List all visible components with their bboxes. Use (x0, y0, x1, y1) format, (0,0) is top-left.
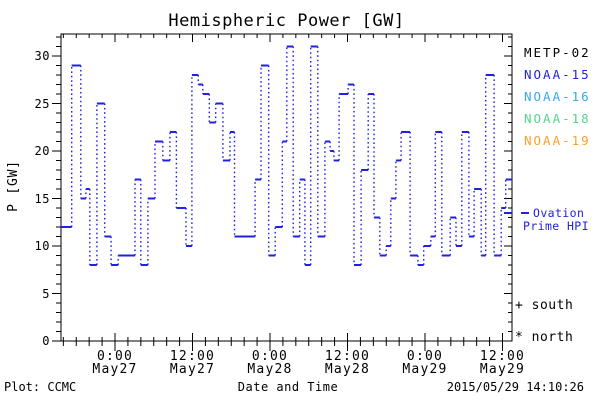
y-tick-label-30: 30 (34, 49, 50, 63)
y-tick-label-25: 25 (34, 96, 50, 111)
footer-plot-source: Plot: CCMC (4, 380, 77, 394)
x-tick-time-May27-12:00: 12:00 (169, 349, 216, 364)
x-tick-time-May28-12:00: 12:00 (324, 349, 371, 364)
x-tick-date-May27: May27 (92, 362, 138, 377)
legend-ovation-prime-hpi: Ovation Prime HPI (523, 207, 589, 233)
x-tick-date-May28: May28 (324, 362, 371, 377)
legend-item-noaa-19: NOAA-19 (524, 133, 591, 148)
y-tick-label-20: 20 (34, 144, 50, 158)
legend-item-noaa-15: NOAA-15 (524, 67, 591, 82)
marker-legend-south: + south (515, 298, 574, 313)
x-tick-time-May29-12:00: 12:00 (479, 349, 526, 364)
x-tick-time-May27-0:00: 0:00 (96, 349, 134, 364)
x-tick-date-May29: May29 (479, 362, 526, 377)
chart-title: Hemispheric Power [GW] (168, 11, 405, 31)
y-tick-label-15: 15 (34, 191, 50, 206)
x-tick-time-May28-0:00: 0:00 (251, 349, 289, 364)
x-tick-time-May29-0:00: 0:00 (406, 349, 444, 364)
x-tick-date-May27: May27 (169, 362, 216, 377)
x-axis-title: Date and Time (237, 380, 339, 394)
y-tick-label-10: 10 (34, 239, 50, 253)
marker-legend-north: * north (515, 330, 574, 345)
ovation-label-line1: Ovation (533, 206, 585, 220)
ovation-label-line2: Prime HPI (523, 219, 589, 233)
y-tick-label-5: 5 (42, 286, 50, 301)
x-tick-date-May29: May29 (402, 362, 448, 377)
legend-item-metp-02: METP-02 (524, 45, 591, 60)
legend-item-noaa-18: NOAA-18 (524, 111, 591, 126)
legend-item-noaa-16: NOAA-16 (524, 89, 591, 104)
y-tick-label-0: 0 (42, 334, 50, 348)
footer-timestamp: 2015/05/29 14:10:26 (446, 380, 584, 394)
x-tick-date-May28: May28 (247, 362, 293, 377)
